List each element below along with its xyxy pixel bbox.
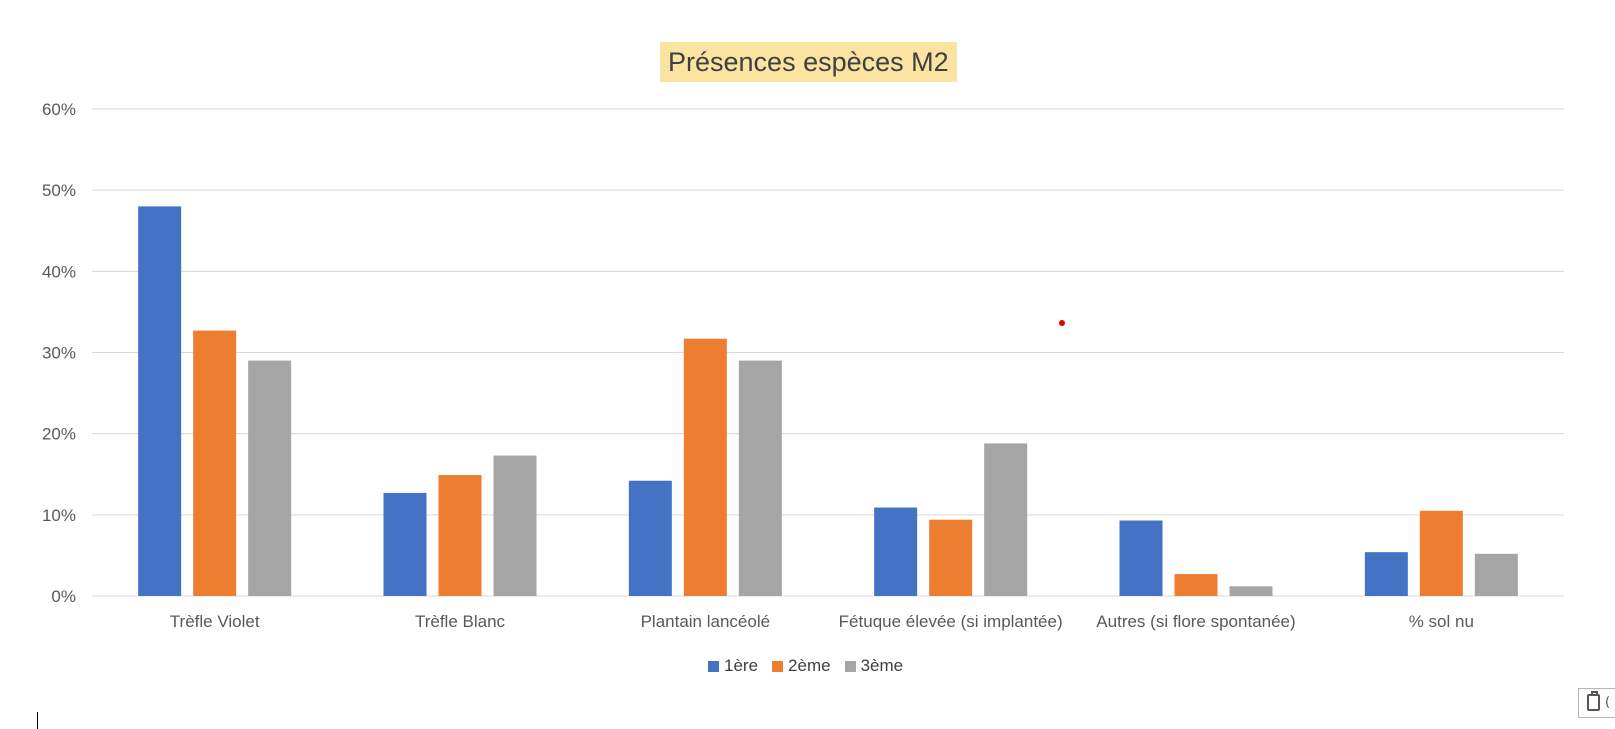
bar xyxy=(438,475,482,596)
bar xyxy=(248,360,292,596)
y-tick-label: 10% xyxy=(42,506,76,525)
chevron-down-icon: ( xyxy=(1605,695,1611,710)
y-tick-label: 0% xyxy=(51,587,76,606)
x-category-label: Trèfle Blanc xyxy=(415,612,506,631)
bar xyxy=(929,519,973,596)
legend: 1ère 2ème 3ème xyxy=(708,656,903,676)
text-cursor xyxy=(37,712,38,729)
y-tick-label: 30% xyxy=(42,344,76,363)
x-axis-category-labels: Trèfle Violet Trèfle Blanc Plantain lancéo… xyxy=(170,612,1474,631)
x-category-label: Autres (si flore spontanée) xyxy=(1096,612,1295,631)
y-axis-tick-labels: 0% 10% 20% 30% 40% 50% 60% xyxy=(42,100,76,606)
paste-options-button[interactable]: ( xyxy=(1578,688,1615,718)
bars xyxy=(138,206,1518,596)
bar xyxy=(1474,553,1518,596)
y-tick-label: 60% xyxy=(42,100,76,119)
legend-label-series-3: 3ème xyxy=(860,656,904,675)
x-category-label: % sol nu xyxy=(1409,612,1474,631)
gridlines xyxy=(92,108,1564,597)
y-tick-label: 20% xyxy=(42,425,76,444)
bar xyxy=(1364,552,1408,596)
x-category-label: Plantain lancéolé xyxy=(641,612,770,631)
bar xyxy=(1419,510,1463,596)
legend-label-series-2: 2ème xyxy=(788,656,831,675)
bar xyxy=(1229,586,1273,596)
bar xyxy=(628,480,672,596)
legend-swatch-series-2 xyxy=(772,660,784,672)
chart-title: Présences espèces M2 xyxy=(660,42,957,82)
legend-label-series-1: 1ère xyxy=(724,656,759,675)
bar xyxy=(683,338,727,596)
legend-swatch-series-1 xyxy=(708,660,719,672)
legend-swatch-series-3 xyxy=(844,660,856,672)
legend-item-series-1: 1ère xyxy=(708,656,758,676)
y-tick-label: 50% xyxy=(42,181,76,200)
clipboard-icon xyxy=(1587,694,1600,711)
x-category-label: Fétuque élevée (si implantée) xyxy=(839,612,1063,631)
clipboard-clip-icon xyxy=(1591,691,1598,696)
bar xyxy=(874,507,918,596)
red-marker-dot xyxy=(1059,320,1065,326)
legend-item-series-3: 3ème xyxy=(844,656,904,676)
bar xyxy=(138,206,182,596)
bar xyxy=(1119,520,1163,596)
bar xyxy=(1174,574,1218,596)
bar xyxy=(984,443,1028,596)
bar xyxy=(493,455,537,596)
bar xyxy=(193,330,237,596)
y-tick-label: 40% xyxy=(42,262,76,281)
bar xyxy=(738,360,782,596)
bar xyxy=(383,492,427,596)
x-category-label: Trèfle Violet xyxy=(170,612,260,631)
legend-item-series-2: 2ème xyxy=(772,656,831,676)
